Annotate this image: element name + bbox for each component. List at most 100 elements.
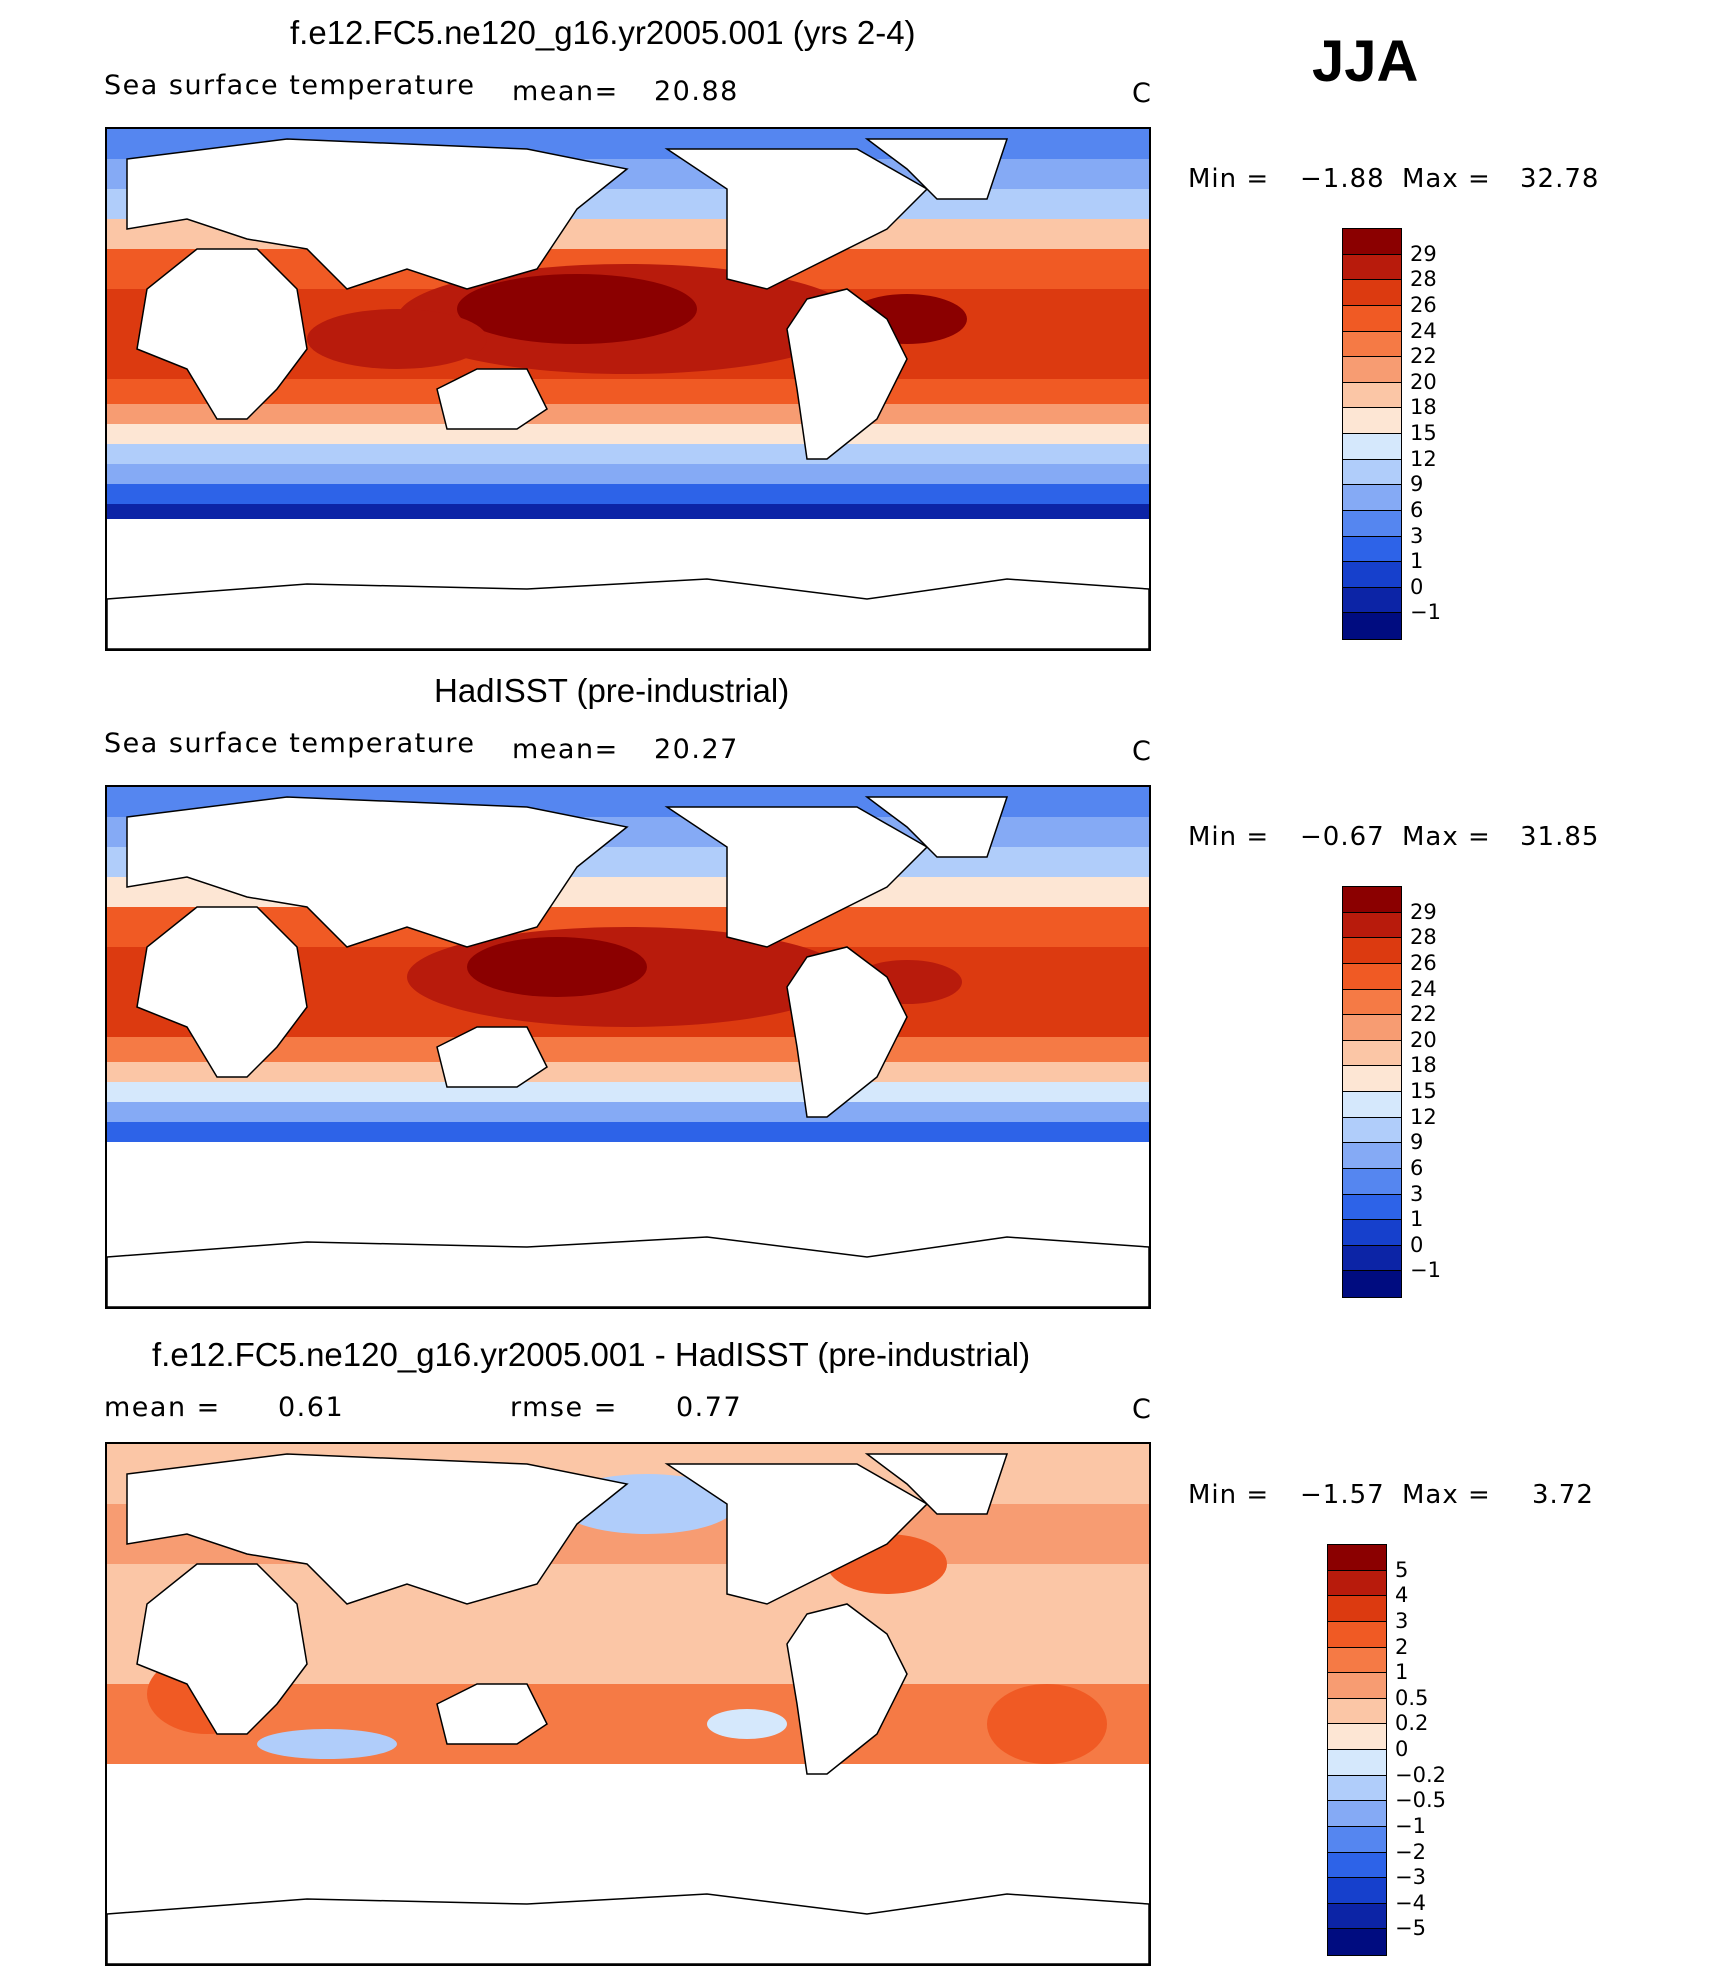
colorbar-tick-label: 3 <box>1410 1181 1424 1206</box>
panel-1-variable-label: Sea surface temperature <box>104 70 476 101</box>
colorbar-tick-label: 0 <box>1410 574 1424 599</box>
colorbar-swatch <box>1343 938 1401 964</box>
colorbar-swatch <box>1343 280 1401 306</box>
season-label: JJA <box>1312 29 1419 94</box>
colorbar-swatch <box>1328 1801 1386 1827</box>
panel-2-min-label: Min = <box>1188 822 1270 852</box>
colorbar-swatch <box>1328 1698 1386 1725</box>
colorbar-swatch <box>1343 1245 1401 1272</box>
colorbar-tick-label: 6 <box>1410 1155 1424 1180</box>
colorbar-tick-label: 12 <box>1410 446 1437 471</box>
panel-2-variable-label: Sea surface temperature <box>104 728 476 759</box>
panel-3-min-label: Min = <box>1188 1480 1270 1510</box>
panel-2-units: C <box>1132 736 1153 767</box>
colorbar-swatch <box>1343 1117 1401 1144</box>
panel-2-map-svg <box>107 787 1149 1307</box>
colorbar-swatch <box>1328 1852 1386 1879</box>
colorbar-tick-label: 3 <box>1410 523 1424 548</box>
colorbar-tick-label: 1 <box>1410 1207 1424 1232</box>
colorbar-tick-label: 0 <box>1410 1232 1424 1257</box>
colorbar-swatch <box>1343 485 1401 511</box>
colorbar-tick-label: 6 <box>1410 497 1424 522</box>
colorbar-tick-label: −2 <box>1395 1839 1426 1864</box>
panel-3-difference-map <box>105 1442 1151 1966</box>
panel-2-max-label: Max = <box>1402 822 1491 852</box>
colorbar-swatch <box>1328 1545 1386 1571</box>
panel-3-colorbar <box>1327 1544 1387 1956</box>
panel-3-mean-label: mean = <box>104 1392 221 1423</box>
colorbar-tick-label: 1 <box>1395 1660 1409 1685</box>
colorbar-tick-label: 0.2 <box>1395 1711 1429 1736</box>
colorbar-swatch <box>1343 613 1401 639</box>
colorbar-swatch <box>1343 989 1401 1016</box>
colorbar-tick-label: −4 <box>1395 1890 1426 1915</box>
colorbar-tick-label: 1 <box>1410 549 1424 574</box>
colorbar-swatch <box>1343 536 1401 563</box>
panel-1-max-value: 32.78 <box>1520 164 1600 194</box>
colorbar-tick-label: 4 <box>1395 1583 1409 1608</box>
panel-3-min-value: −1.57 <box>1300 1480 1385 1510</box>
colorbar-tick-label: 28 <box>1410 925 1437 950</box>
colorbar-swatch <box>1328 1775 1386 1802</box>
colorbar-tick-label: −1 <box>1410 1258 1441 1283</box>
panel-2-mean-value: 20.27 <box>654 734 739 765</box>
panel-1-colorbar <box>1342 228 1402 640</box>
colorbar-swatch <box>1343 1194 1401 1221</box>
panel-1-title: f.e12.FC5.ne120_g16.yr2005.001 (yrs 2-4) <box>290 14 916 51</box>
panel-2-max-value: 31.85 <box>1520 822 1600 852</box>
panel-1-units: C <box>1132 78 1153 109</box>
colorbar-tick-label: −1 <box>1410 600 1441 625</box>
colorbar-swatch <box>1343 331 1401 358</box>
colorbar-tick-label: 24 <box>1410 976 1437 1001</box>
colorbar-swatch <box>1328 1878 1386 1904</box>
panel-2-sst-map <box>105 785 1151 1309</box>
colorbar-swatch <box>1343 254 1401 281</box>
panel-3-rmse-value: 0.77 <box>676 1392 743 1423</box>
colorbar-tick-label: 20 <box>1410 1027 1437 1052</box>
panel-1-mean-value: 20.88 <box>654 76 739 107</box>
colorbar-tick-label: 22 <box>1410 1002 1437 1027</box>
colorbar-swatch <box>1328 1903 1386 1930</box>
colorbar-swatch <box>1328 1826 1386 1853</box>
panel-3-title: f.e12.FC5.ne120_g16.yr2005.001 - HadISST… <box>152 1336 1031 1373</box>
colorbar-tick-label: 15 <box>1410 1079 1437 1103</box>
colorbar-swatch <box>1343 382 1401 409</box>
colorbar-tick-label: 28 <box>1410 267 1437 292</box>
colorbar-tick-label: 18 <box>1410 395 1437 420</box>
colorbar-swatch <box>1328 1621 1386 1648</box>
panel-1-mean-label: mean= <box>512 76 619 107</box>
colorbar-tick-label: −5 <box>1395 1916 1426 1941</box>
panel-1-map-svg <box>107 129 1149 649</box>
panel-2-mean-label: mean= <box>512 734 619 765</box>
colorbar-swatch <box>1328 1647 1386 1674</box>
colorbar-swatch <box>1343 587 1401 614</box>
colorbar-tick-label: 24 <box>1410 318 1437 343</box>
panel-3-map-svg <box>107 1444 1149 1964</box>
colorbar-tick-label: 15 <box>1410 421 1437 445</box>
panel-3-max-value: 3.72 <box>1532 1480 1594 1510</box>
colorbar-tick-label: 3 <box>1395 1608 1409 1633</box>
colorbar-swatch <box>1343 1092 1401 1118</box>
panel-3-max-label: Max = <box>1402 1480 1491 1510</box>
colorbar-swatch <box>1343 1015 1401 1041</box>
panel-1-min-label: Min = <box>1188 164 1270 194</box>
colorbar-tick-label: 0 <box>1395 1737 1409 1761</box>
colorbar-swatch <box>1328 1724 1386 1750</box>
colorbar-tick-label: 26 <box>1410 292 1437 317</box>
colorbar-swatch <box>1343 229 1401 255</box>
colorbar-swatch <box>1343 1066 1401 1092</box>
colorbar-tick-label: 18 <box>1410 1053 1437 1078</box>
panel-1-max-label: Max = <box>1402 164 1491 194</box>
colorbar-swatch <box>1328 1570 1386 1597</box>
colorbar-tick-label: −1 <box>1395 1813 1426 1838</box>
colorbar-tick-label: 26 <box>1410 950 1437 975</box>
panel-3-units: C <box>1132 1394 1153 1425</box>
colorbar-swatch <box>1328 1750 1386 1776</box>
colorbar-tick-label: 2 <box>1395 1634 1409 1659</box>
colorbar-swatch <box>1343 963 1401 990</box>
panel-1-sst-map <box>105 127 1151 651</box>
colorbar-tick-label: 0.5 <box>1395 1685 1429 1710</box>
colorbar-tick-label: 29 <box>1410 899 1437 924</box>
colorbar-swatch <box>1328 1673 1386 1699</box>
colorbar-swatch <box>1343 1143 1401 1169</box>
